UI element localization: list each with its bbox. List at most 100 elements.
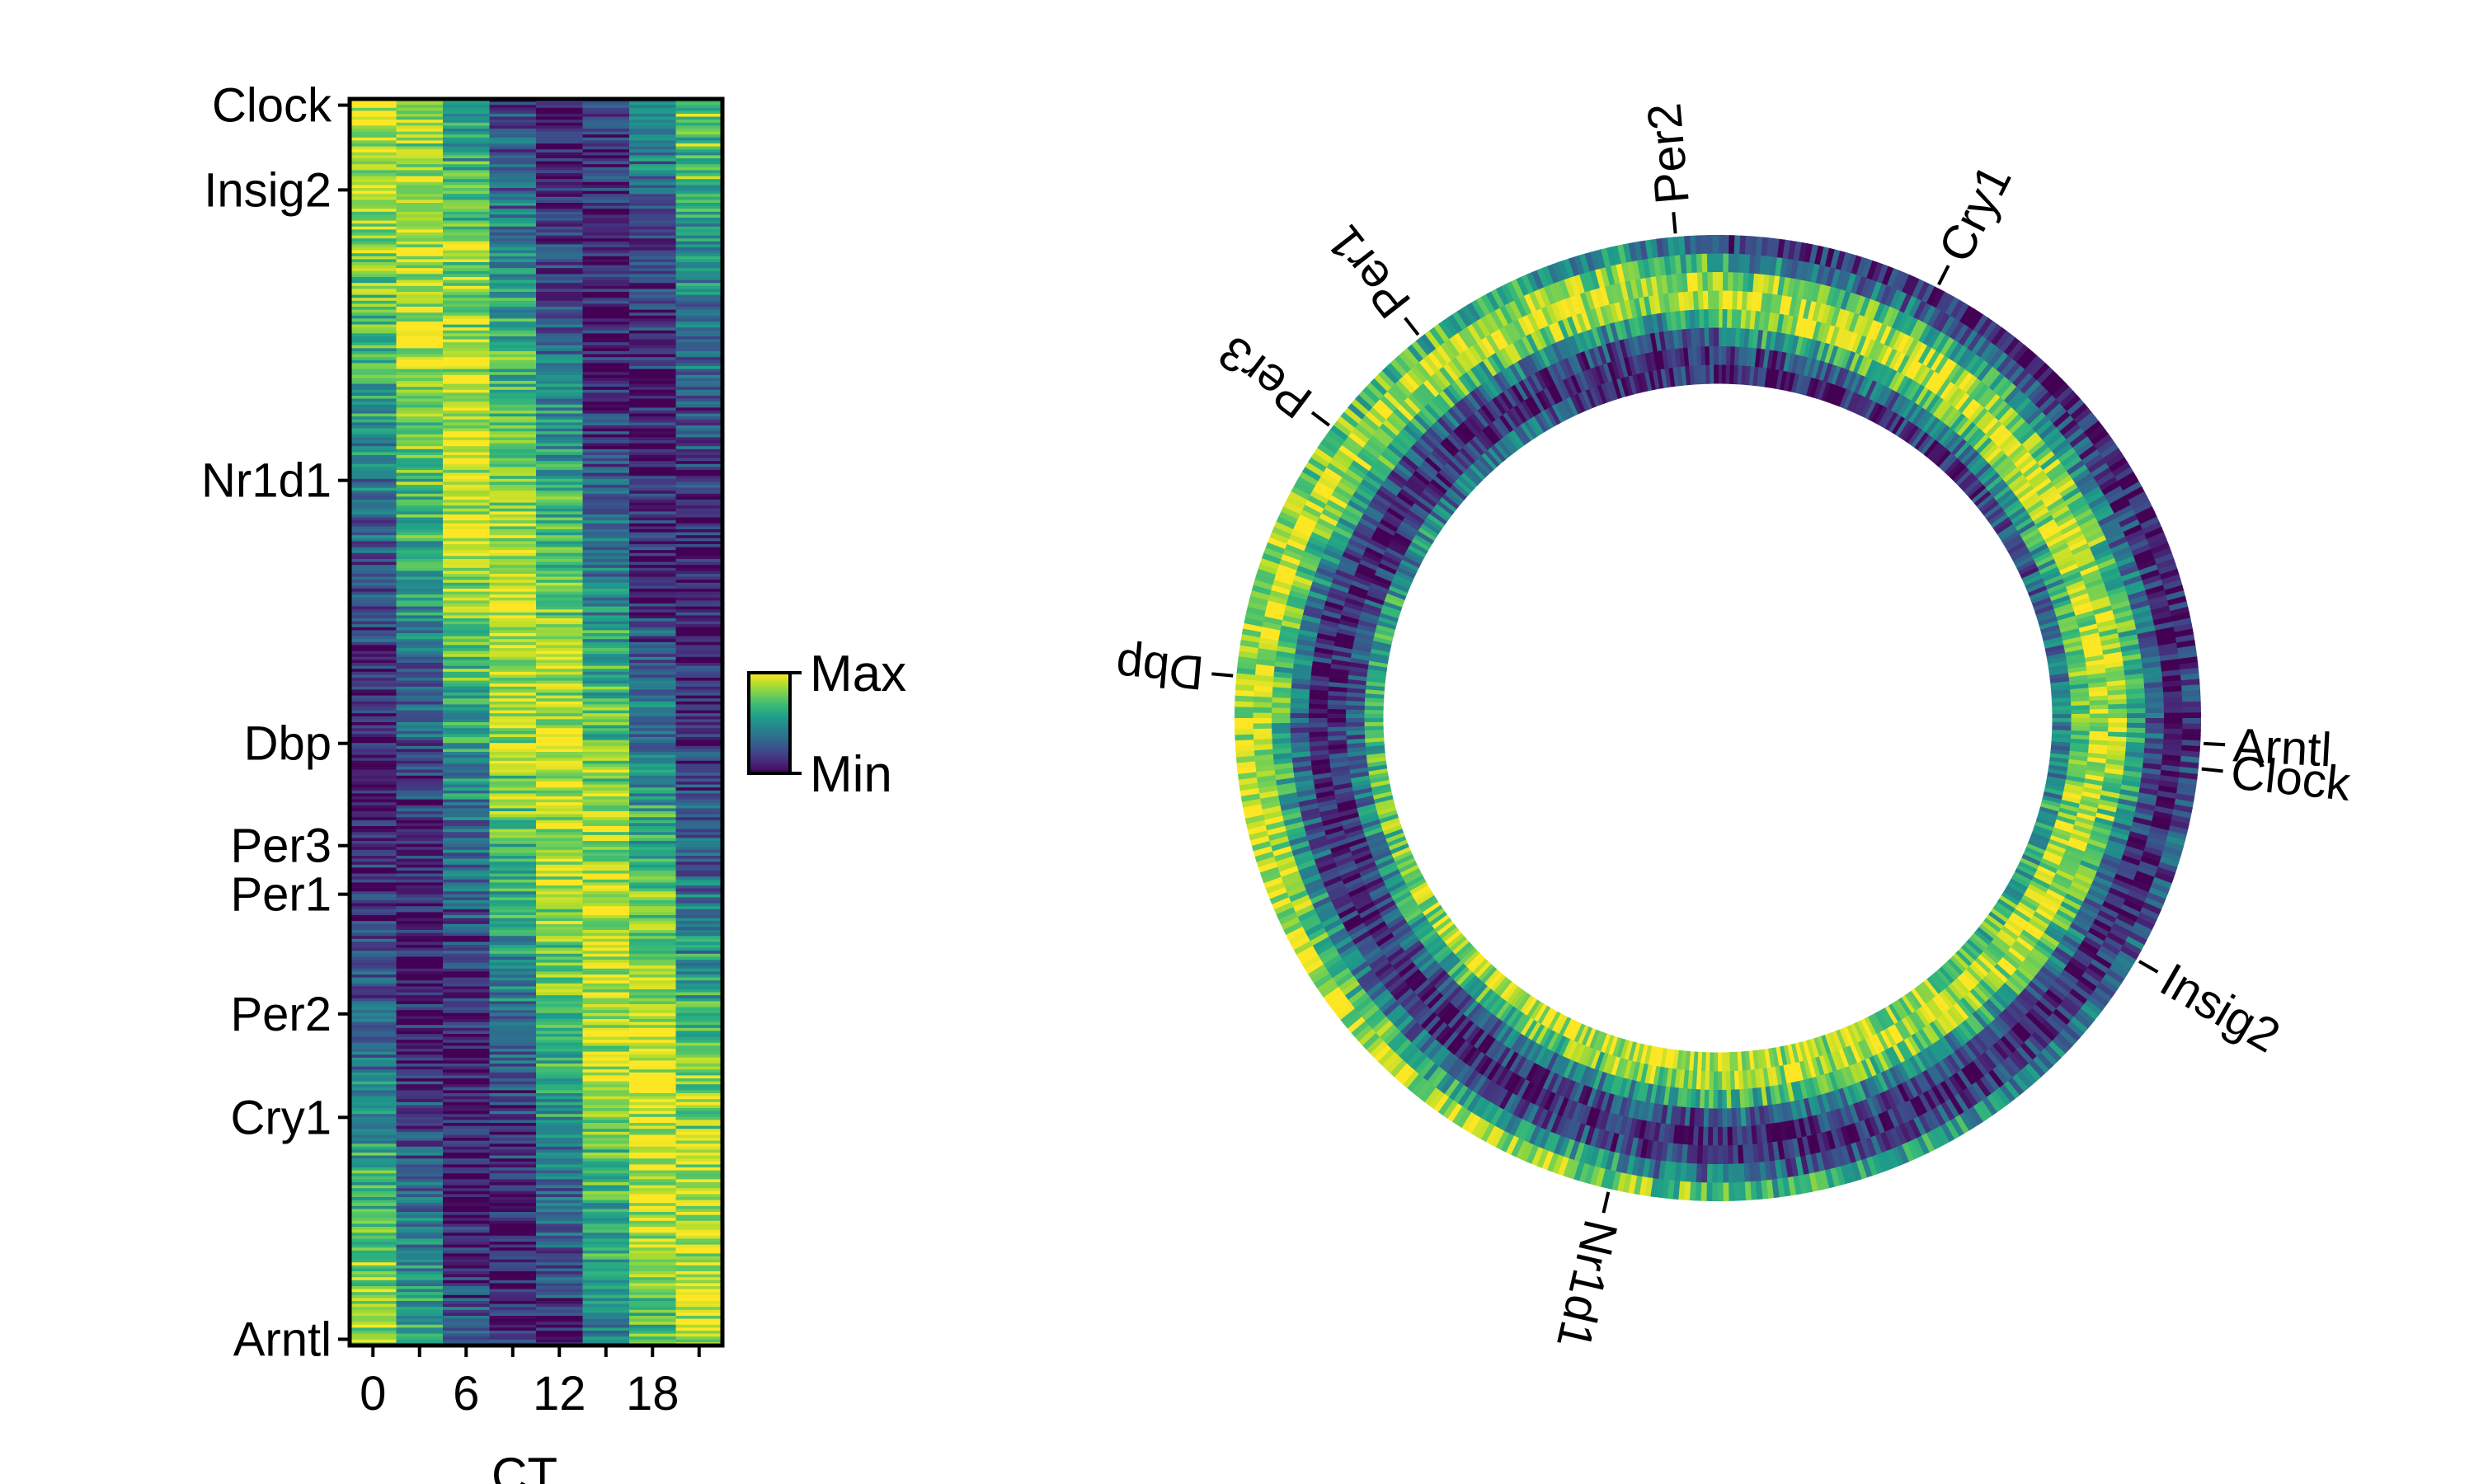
- heatmap-cell: [629, 894, 677, 898]
- heatmap-cell: [489, 1190, 537, 1195]
- heatmap-row: [350, 357, 723, 361]
- heatmap-cell: [629, 719, 677, 723]
- heatmap-cell: [350, 713, 397, 717]
- ring-cell: [2018, 401, 2036, 419]
- ring-cell: [2054, 607, 2075, 618]
- heatmap-cell: [489, 817, 537, 821]
- heatmap-cell: [396, 1271, 444, 1275]
- heatmap-cell: [396, 351, 444, 355]
- ring-cell: [2046, 497, 2066, 513]
- heatmap-cell: [443, 298, 491, 302]
- heatmap-cell: [443, 951, 491, 955]
- heatmap-cell: [443, 805, 491, 809]
- heatmap-cell: [489, 422, 537, 426]
- heatmap-cell: [582, 1318, 630, 1322]
- heatmap-cell: [582, 891, 630, 895]
- heatmap-cell: [536, 561, 584, 566]
- gene-label: Insig2: [204, 163, 332, 217]
- heatmap-row: [350, 873, 723, 877]
- heatmap-cell: [536, 339, 584, 343]
- heatmap-cell: [396, 523, 444, 527]
- heatmap-cell: [536, 986, 584, 990]
- heatmap-cell: [629, 250, 677, 254]
- ring-cell: [2052, 411, 2072, 429]
- heatmap-cell: [396, 443, 444, 447]
- heatmap-cell: [443, 871, 491, 875]
- heatmap-cell: [536, 680, 584, 684]
- heatmap-cell: [675, 402, 723, 406]
- heatmap-cell: [675, 814, 723, 818]
- heatmap-cell: [582, 974, 630, 979]
- ring-cell: [1894, 418, 1910, 438]
- heatmap-cell: [536, 802, 584, 806]
- ring-cell: [2023, 380, 2042, 399]
- heatmap-cell: [675, 155, 723, 159]
- heatmap-cell: [629, 980, 677, 984]
- heatmap-row: [350, 930, 723, 934]
- heatmap-cell: [675, 369, 723, 373]
- heatmap-cell: [443, 1134, 491, 1139]
- heatmap-cell: [629, 140, 677, 144]
- heatmap-cell: [582, 1316, 630, 1320]
- heatmap-cell: [629, 1294, 677, 1298]
- heatmap-row: [350, 544, 723, 548]
- heatmap-cell: [350, 289, 397, 293]
- heatmap-cell: [582, 496, 630, 500]
- heatmap-cell: [629, 956, 677, 960]
- ring-cell: [2076, 614, 2096, 626]
- heatmap-cell: [675, 597, 723, 601]
- heatmap-cell: [350, 1004, 397, 1008]
- heatmap-cell: [675, 309, 723, 313]
- heatmap-cell: [489, 998, 537, 1002]
- ring-cell: [1893, 331, 1907, 352]
- heatmap-cell: [536, 259, 584, 263]
- heatmap-cell: [489, 452, 537, 456]
- ring-cell: [2011, 420, 2030, 439]
- heatmap-cell: [582, 995, 630, 999]
- heatmap-cell: [489, 378, 537, 382]
- heatmap-cell: [443, 701, 491, 705]
- heatmap-cell: [582, 633, 630, 637]
- heatmap-cell: [350, 609, 397, 613]
- heatmap-cell: [582, 612, 630, 616]
- heatmap-cell: [350, 298, 397, 302]
- heatmap-cell: [536, 487, 584, 491]
- heatmap-cell: [536, 1036, 584, 1040]
- heatmap-cell: [629, 716, 677, 720]
- heatmap-row: [350, 983, 723, 987]
- ring-cell: [1971, 336, 1988, 355]
- heatmap-cell: [396, 205, 444, 209]
- heatmap-cell: [489, 1114, 537, 1118]
- ring-cell: [2117, 561, 2138, 574]
- ring-cell: [1946, 410, 1963, 429]
- heatmap-cell: [675, 181, 723, 186]
- heatmap-row: [350, 1138, 723, 1142]
- ring-cell: [1718, 346, 1724, 366]
- heatmap-cell: [536, 1010, 584, 1014]
- heatmap-cell: [536, 448, 584, 453]
- heatmap-cell: [629, 1301, 677, 1305]
- ring-cell: [1898, 420, 1913, 439]
- heatmap-cell: [536, 1031, 584, 1035]
- heatmap-row: [350, 841, 723, 845]
- heatmap-cell: [675, 1218, 723, 1222]
- ring-cell: [1828, 345, 1840, 365]
- heatmap-cell: [582, 829, 630, 833]
- heatmap-cell: [629, 1205, 677, 1209]
- heatmap-cell: [536, 760, 584, 764]
- ring-cell: [2074, 552, 2094, 565]
- heatmap-cell: [350, 1292, 397, 1296]
- heatmap-cell: [536, 440, 584, 444]
- heatmap-cell: [350, 900, 397, 904]
- heatmap-cell: [536, 1120, 584, 1124]
- ring-cell: [1950, 439, 1968, 457]
- heatmap-cell: [582, 345, 630, 349]
- heatmap-cell: [675, 1149, 723, 1153]
- heatmap-cell: [350, 1179, 397, 1183]
- ring-segment: [1976, 411, 2096, 510]
- ring-cell: [2118, 634, 2138, 644]
- heatmap-cell: [675, 1294, 723, 1298]
- heatmap-cell: [629, 1120, 677, 1124]
- heatmap-cell: [675, 1313, 723, 1317]
- ring-cell: [1840, 290, 1852, 311]
